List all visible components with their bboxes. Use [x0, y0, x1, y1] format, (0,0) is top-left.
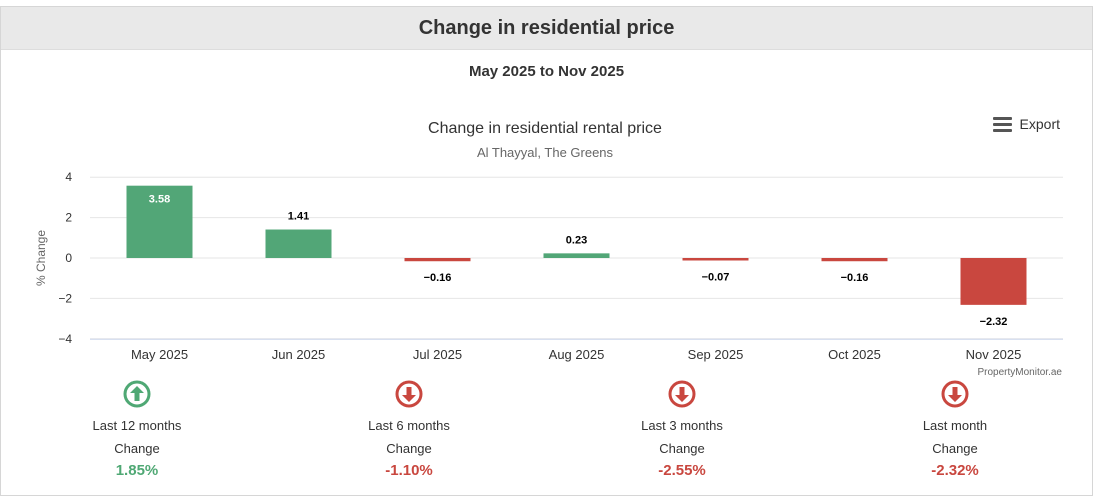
- stat-last-6-months: Last 6 months Change -1.10%: [319, 380, 499, 482]
- data-label: 3.58: [149, 194, 170, 206]
- arrow-down-circle-icon: [941, 380, 969, 408]
- stat-label: Change: [114, 441, 160, 456]
- arrow-down-circle-icon: [668, 380, 696, 408]
- data-label: 1.41: [288, 211, 309, 223]
- stat-label: Change: [386, 441, 432, 456]
- bar: [821, 258, 888, 262]
- x-tick-label: Jun 2025: [272, 347, 326, 362]
- x-tick-label: Nov 2025: [966, 347, 1022, 362]
- stat-value: 1.85%: [115, 462, 159, 479]
- chart-credit: PropertyMonitor.ae: [978, 367, 1063, 378]
- stat-period: Last month: [922, 418, 988, 433]
- data-label: −0.07: [702, 272, 730, 284]
- stat-label: Change: [659, 441, 705, 456]
- bar: [543, 253, 610, 258]
- menu-icon: [992, 116, 1012, 132]
- arrow-down-circle-icon: [941, 380, 969, 408]
- bar: [960, 258, 1027, 305]
- change-summary: Last 12 months Change 1.85% Last 6 month…: [0, 380, 1094, 490]
- arrow-up-circle-icon: [123, 380, 151, 408]
- data-label: −2.32: [980, 316, 1008, 328]
- stat-last-12-months: Last 12 months Change 1.85%: [47, 380, 227, 482]
- bar: [682, 258, 749, 261]
- stat-period: Last 6 months: [368, 418, 450, 433]
- x-tick-label: Jul 2025: [413, 347, 462, 362]
- x-tick-label: May 2025: [131, 347, 188, 362]
- stat-value: -2.55%: [658, 462, 706, 479]
- export-button[interactable]: Export: [992, 116, 1060, 132]
- stat-last-month: Last month Change -2.32%: [865, 380, 1045, 482]
- date-range: May 2025 to Nov 2025: [468, 63, 625, 80]
- arrow-down-circle-icon: [395, 380, 423, 408]
- card-header: Change in residential price: [1, 7, 1092, 50]
- bar: [404, 258, 471, 262]
- y-tick-label: 0: [65, 251, 72, 265]
- stat-period: Last 3 months: [641, 418, 723, 433]
- card-title: Change in residential price: [418, 16, 675, 39]
- y-axis-label: % Change: [34, 230, 48, 286]
- bar: [126, 185, 193, 258]
- chart-subtitle: Al Thayyal, The Greens: [477, 145, 614, 160]
- x-tick-label: Aug 2025: [549, 347, 605, 362]
- arrow-down-circle-icon: [395, 380, 423, 408]
- data-label: 0.23: [566, 234, 587, 246]
- y-tick-label: −4: [58, 332, 72, 346]
- bar: [265, 229, 332, 258]
- arrow-up-circle-icon: [123, 380, 151, 408]
- data-label: −0.16: [841, 272, 869, 284]
- y-tick-label: 2: [65, 211, 72, 225]
- data-label: −0.16: [424, 272, 452, 284]
- stat-value: -1.10%: [385, 462, 433, 479]
- stat-value: -2.32%: [931, 462, 979, 479]
- x-tick-label: Oct 2025: [828, 347, 881, 362]
- arrow-down-circle-icon: [668, 380, 696, 408]
- chart-title: Change in residential rental price: [428, 120, 662, 137]
- stat-label: Change: [932, 441, 978, 456]
- x-tick-label: Sep 2025: [688, 347, 744, 362]
- y-tick-label: 4: [65, 170, 72, 184]
- stat-last-3-months: Last 3 months Change -2.55%: [592, 380, 772, 482]
- y-tick-label: −2: [58, 291, 72, 305]
- export-label: Export: [1019, 116, 1060, 132]
- stat-period: Last 12 months: [92, 418, 182, 433]
